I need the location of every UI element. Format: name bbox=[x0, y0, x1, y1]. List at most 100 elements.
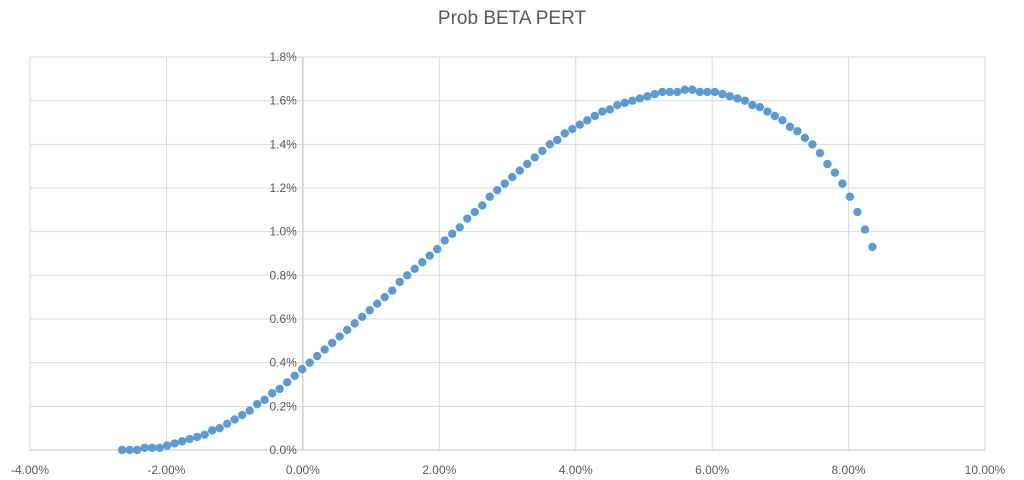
y-tick-label: 1.6% bbox=[269, 94, 297, 108]
data-point bbox=[770, 111, 780, 121]
data-point bbox=[320, 345, 329, 354]
data-point bbox=[755, 103, 765, 112]
data-point bbox=[125, 445, 134, 455]
data-point bbox=[508, 172, 517, 182]
data-point bbox=[523, 159, 532, 169]
data-point bbox=[763, 107, 772, 116]
data-point bbox=[433, 244, 442, 254]
data-point bbox=[312, 351, 322, 361]
data-point bbox=[327, 338, 337, 348]
data-point bbox=[373, 299, 382, 308]
data-point bbox=[793, 127, 802, 136]
data-point bbox=[455, 223, 464, 232]
data-point bbox=[718, 89, 727, 99]
x-tick-label: -2.00% bbox=[147, 463, 185, 477]
data-point bbox=[215, 423, 224, 433]
data-point bbox=[568, 124, 577, 134]
data-point bbox=[260, 395, 269, 404]
data-point bbox=[620, 98, 630, 108]
y-tick-label: 1.2% bbox=[269, 181, 297, 195]
data-point bbox=[598, 107, 607, 116]
data-point bbox=[448, 229, 457, 239]
y-tick-label: 0.6% bbox=[269, 312, 297, 326]
data-point bbox=[350, 319, 359, 328]
data-point bbox=[545, 140, 554, 149]
data-point bbox=[388, 286, 397, 295]
data-point bbox=[365, 306, 374, 315]
data-point bbox=[267, 389, 277, 398]
y-tick-label: 0.8% bbox=[269, 268, 297, 282]
axis-layer bbox=[30, 57, 985, 451]
data-point bbox=[658, 87, 667, 97]
y-tick-label: 0.4% bbox=[269, 356, 297, 370]
data-point bbox=[680, 85, 690, 94]
data-point bbox=[515, 166, 524, 175]
y-tick-label: 0.0% bbox=[269, 443, 297, 457]
data-point bbox=[200, 430, 209, 439]
data-point bbox=[628, 96, 637, 105]
data-point bbox=[838, 179, 847, 188]
data-point bbox=[192, 432, 202, 442]
data-point bbox=[695, 87, 705, 97]
label-layer: 0.0% 0.2% 0.4% 0.6% 0.8% 1.0% 1.2% 1.4% 1.6% 1.8%… bbox=[11, 50, 1006, 477]
data-point bbox=[147, 443, 157, 453]
data-point bbox=[643, 92, 652, 101]
data-point bbox=[252, 399, 262, 409]
data-point bbox=[237, 410, 247, 420]
data-point bbox=[778, 116, 787, 125]
data-point bbox=[815, 148, 825, 158]
data-point bbox=[590, 111, 600, 121]
y-tick-label: 0.2% bbox=[269, 399, 297, 413]
data-point bbox=[868, 242, 877, 252]
data-point bbox=[635, 94, 645, 103]
marker-layer bbox=[117, 85, 877, 455]
x-tick-label: 10.00% bbox=[965, 463, 1006, 477]
data-point bbox=[478, 201, 487, 210]
data-point bbox=[395, 277, 404, 287]
data-point bbox=[335, 332, 344, 341]
data-point bbox=[410, 264, 419, 273]
data-point bbox=[290, 371, 299, 380]
data-point bbox=[342, 325, 352, 335]
data-point bbox=[222, 419, 232, 428]
data-point bbox=[207, 426, 217, 435]
data-point bbox=[117, 445, 127, 455]
data-point bbox=[845, 192, 855, 201]
data-point bbox=[665, 87, 675, 97]
data-point bbox=[785, 122, 795, 132]
data-point bbox=[830, 168, 840, 177]
data-point bbox=[358, 312, 367, 322]
data-point bbox=[275, 384, 284, 394]
data-point bbox=[245, 406, 254, 415]
data-point bbox=[613, 100, 622, 110]
data-point bbox=[282, 378, 292, 387]
data-point bbox=[748, 100, 757, 110]
x-tick-label: 8.00% bbox=[832, 463, 866, 477]
y-tick-label: 1.4% bbox=[269, 137, 297, 151]
data-point bbox=[493, 185, 502, 195]
data-point bbox=[177, 437, 187, 446]
data-point bbox=[725, 92, 735, 101]
data-point bbox=[703, 87, 712, 97]
data-point bbox=[132, 445, 142, 455]
data-point bbox=[538, 146, 547, 156]
data-point bbox=[155, 443, 164, 453]
data-point bbox=[297, 365, 307, 374]
data-point bbox=[733, 94, 742, 103]
data-point bbox=[380, 292, 389, 302]
data-point bbox=[425, 251, 434, 260]
data-point bbox=[553, 135, 562, 145]
data-point bbox=[710, 87, 720, 97]
data-point bbox=[470, 207, 479, 217]
data-point bbox=[185, 434, 194, 444]
x-tick-label: 6.00% bbox=[695, 463, 729, 477]
data-point bbox=[688, 85, 697, 94]
data-point bbox=[500, 179, 509, 188]
data-point bbox=[440, 236, 449, 245]
data-point bbox=[530, 153, 539, 162]
y-tick-label: 1.0% bbox=[269, 225, 297, 239]
data-point bbox=[808, 140, 817, 149]
data-point bbox=[583, 116, 592, 125]
data-point bbox=[463, 214, 472, 223]
data-point bbox=[853, 207, 862, 217]
